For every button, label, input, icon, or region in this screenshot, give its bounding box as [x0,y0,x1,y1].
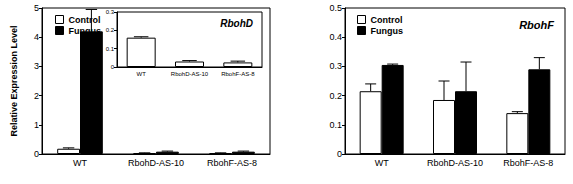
svg-text:RbohF-AS-8: RbohF-AS-8 [207,158,257,168]
svg-text:RbohD: RbohD [220,18,253,29]
svg-text:WT: WT [137,71,147,77]
svg-text:1: 1 [34,120,39,130]
svg-text:RbohD-AS-10: RbohD-AS-10 [128,158,184,168]
svg-text:0.2: 0.2 [106,27,115,33]
svg-text:0.5: 0.5 [329,3,342,13]
svg-text:Control: Control [69,15,101,25]
svg-text:4: 4 [34,32,39,42]
svg-text:RbohD-AS-10: RbohD-AS-10 [427,158,483,168]
svg-text:Fungus: Fungus [69,26,102,36]
svg-text:RbohF-AS-8: RbohF-AS-8 [221,71,255,77]
svg-text:0.4: 0.4 [329,32,342,42]
svg-text:0.1: 0.1 [106,46,115,52]
svg-text:RbohF-AS-8: RbohF-AS-8 [503,158,553,168]
svg-text:Control: Control [371,15,403,25]
svg-text:WT: WT [73,158,87,168]
svg-text:2: 2 [34,91,39,101]
svg-text:RbohF: RbohF [519,19,554,31]
svg-text:0.2: 0.2 [329,91,342,101]
svg-text:0.1: 0.1 [329,120,342,130]
svg-text:0: 0 [111,64,115,70]
svg-text:0: 0 [34,149,39,159]
svg-text:Relative Expression Level: Relative Expression Level [9,25,19,136]
svg-text:0.3: 0.3 [329,61,342,71]
svg-text:RbohD-AS-10: RbohD-AS-10 [171,71,209,77]
svg-text:0.3: 0.3 [106,9,115,15]
svg-text:0: 0 [337,149,342,159]
svg-text:3: 3 [34,61,39,71]
svg-text:5: 5 [34,3,39,13]
svg-text:WT: WT [375,158,389,168]
svg-text:Fungus: Fungus [371,26,404,36]
